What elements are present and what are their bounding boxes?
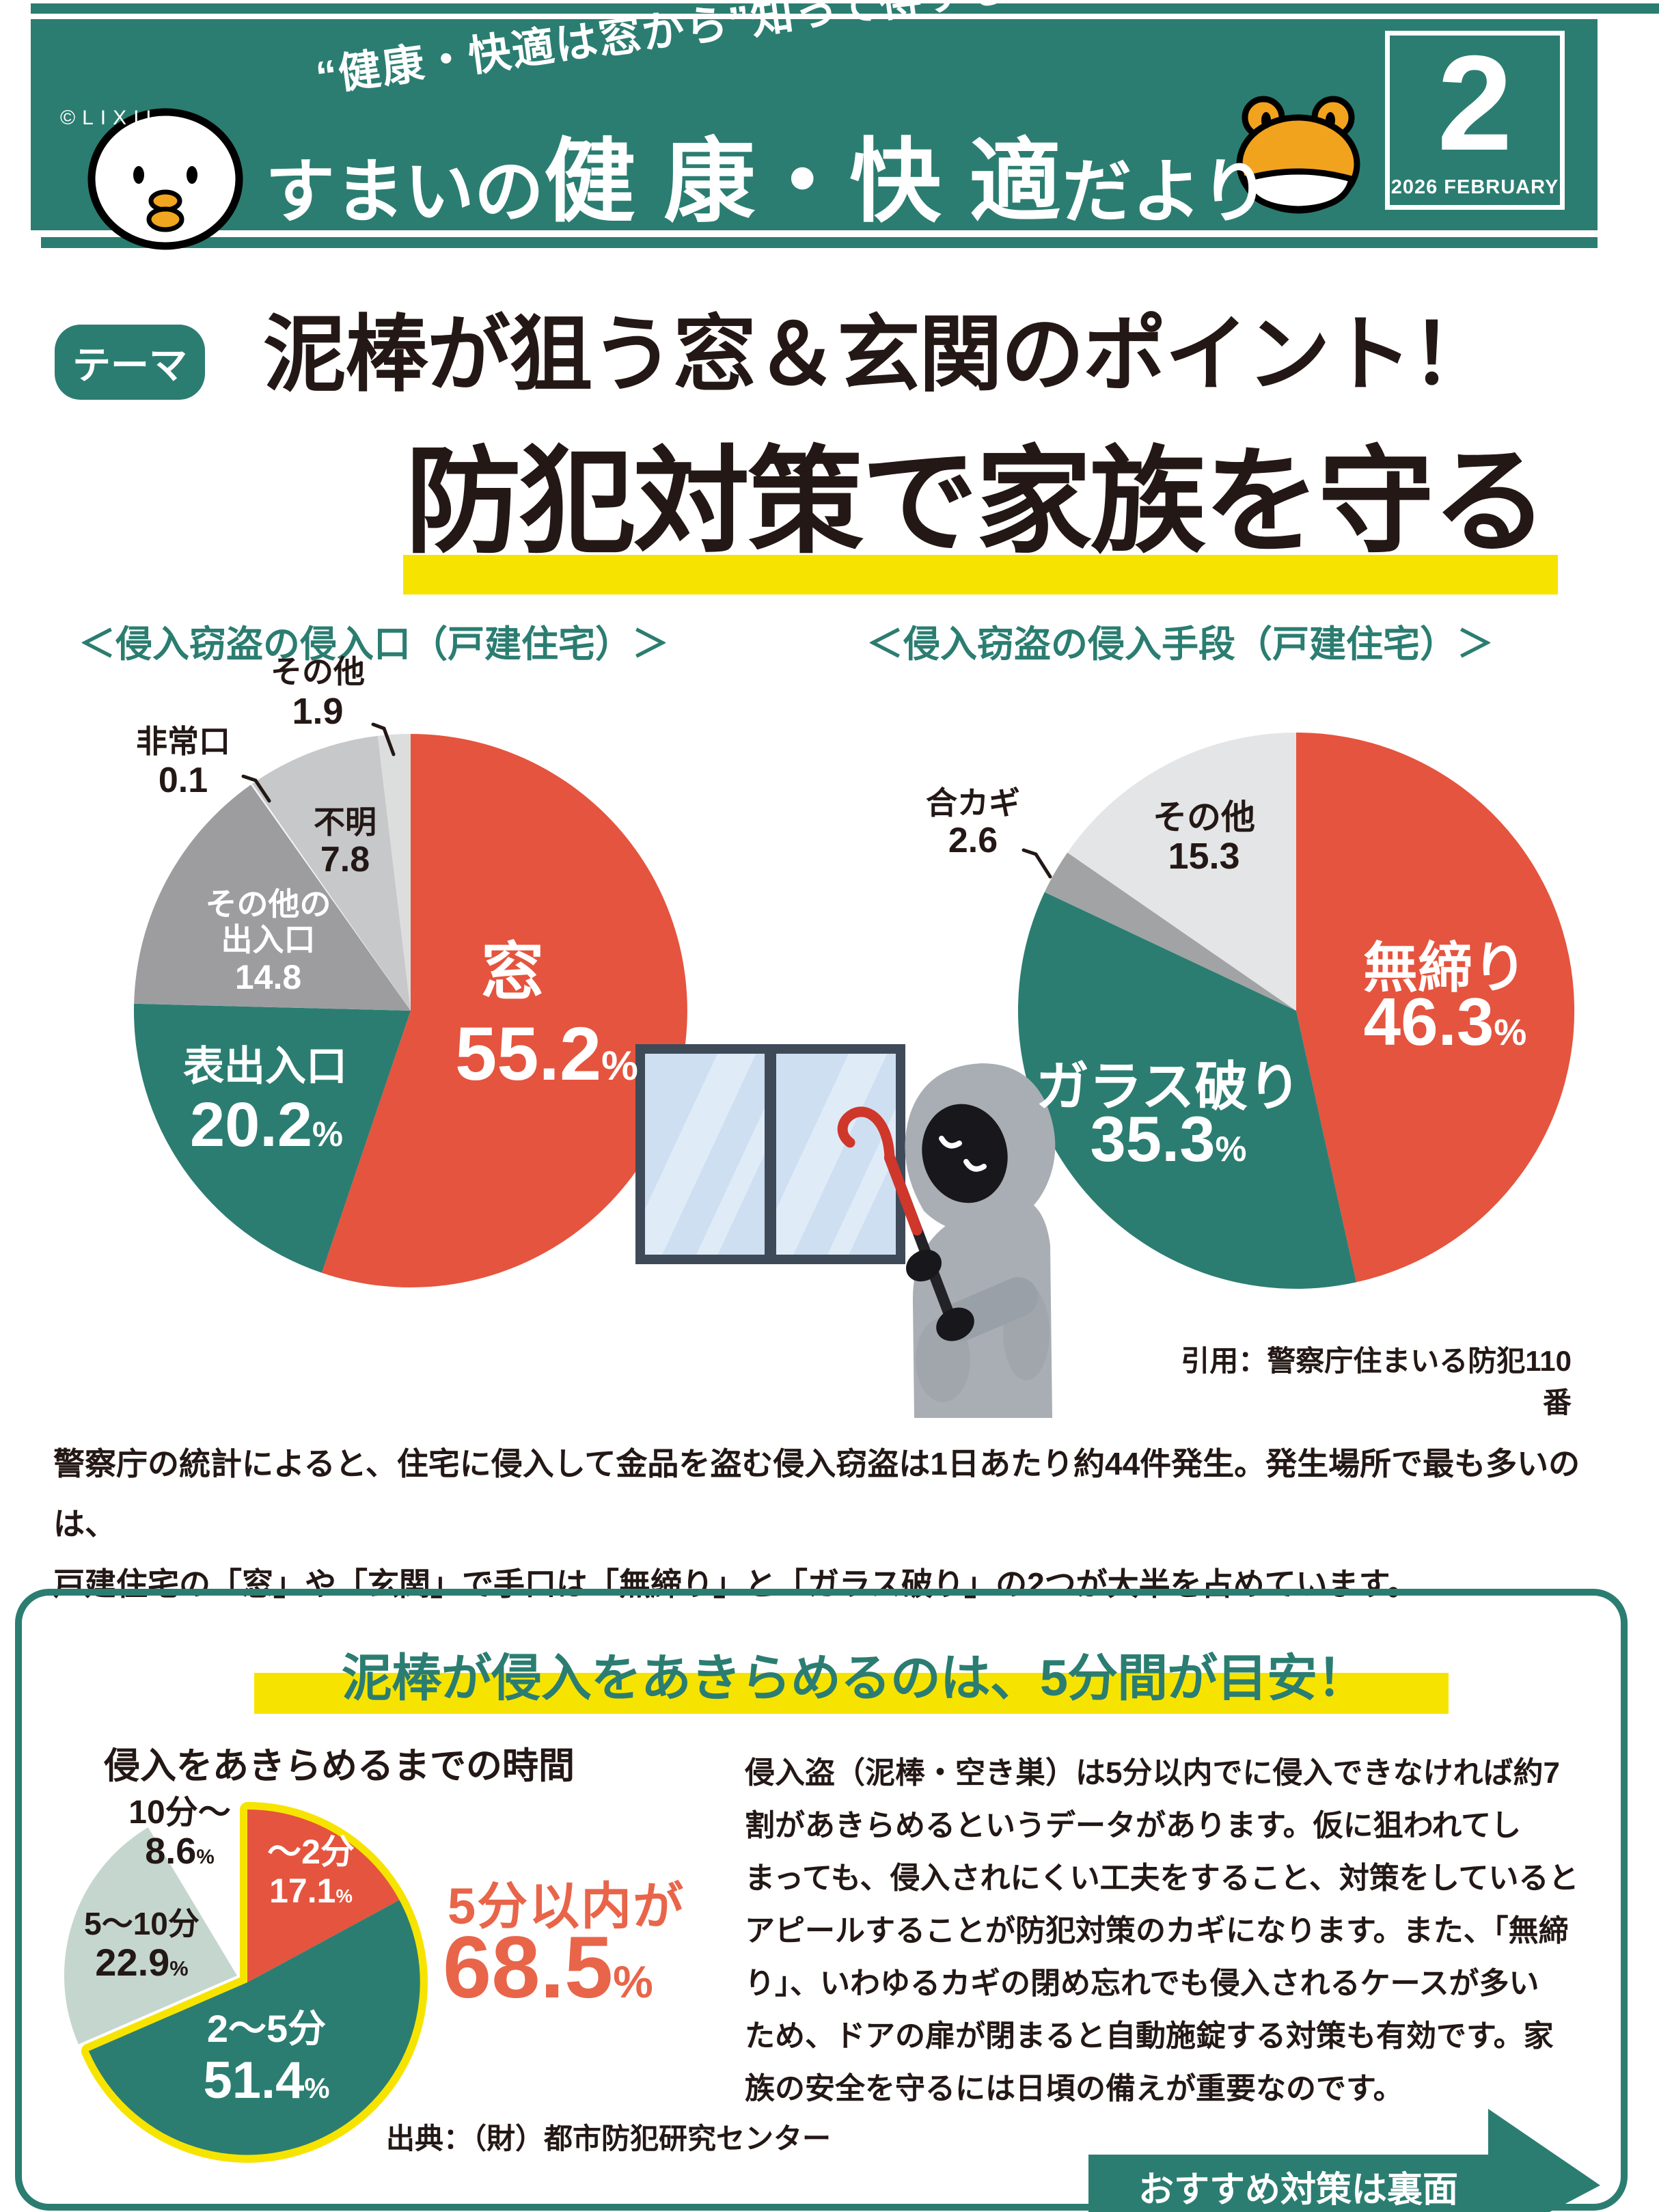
pie1-label-hijoguchi: 非常口 0.1 [136,724,230,800]
pie2-label-unlocked: 無締り [1363,938,1527,998]
cta-text: おすすめ対策は裏面へ！ [1138,2170,1458,2210]
pie3-source-citation: 出典：（財）都市防犯研究センター [386,2122,832,2155]
copyright: ©LIXIL [60,107,165,129]
issue-box [1385,31,1565,210]
section-title: 泥棒が侵入をあきらめるのは、5分間が目安！ [341,1650,1367,1706]
window-pane [776,1054,896,1255]
five-minute-section-box [15,1589,1628,2211]
newsletter-title-post: だより [1062,153,1270,232]
highlight-lead: 5分以内が [448,1878,685,1935]
pie1-label-window: 窓 [480,938,544,1007]
header-bottom-rule [41,237,1598,248]
pie2-label-glass-breaking: ガラス破り [1035,1056,1302,1117]
theme-title-line2: 防犯対策で家族を守る [405,437,1548,567]
theme-title-line1: 泥棒が狙う窓＆玄関のポイント！ [263,308,1494,401]
issue-number: 2 [1437,27,1513,178]
title-underline [403,555,1558,595]
section-title-highlight [254,1673,1449,1714]
header-top-rule [31,3,1659,14]
callout-hijoguchi [241,774,271,803]
five-minute-paragraph: 侵入盗（泥棒・空き巣）は5分以内でに侵入できなければ約7 割があきらめるというデ… [745,1756,1579,2105]
chart-title-entry-methods: ＜侵入窃盗の侵入手段（戸建住宅）＞ [866,624,1494,665]
lead-paragraph: 警察庁の統計によると、住宅に侵入して金品を盗む侵入窃盗は1日あたり約44件発生。… [53,1446,1580,1602]
chart-title-entry-points: ＜侵入窃盗の侵入口（戸建住宅）＞ [79,624,669,665]
pie1-value-front-door: 20.2% [189,1090,344,1160]
pie2-value-unlocked: 46.3% [1363,984,1527,1059]
pie1-label-front-door: 表出入口 [183,1043,347,1089]
pie2-label-duplicate-key: 合カギ 2.6 [926,785,1020,860]
pies-source-citation: 引用：警察庁住まいる防犯110番 [1181,1345,1572,1419]
pie1-label-sonota: その他 1.9 [271,654,365,732]
pie3-label-5-10min: 5～10分 22.9% [84,1906,200,1984]
pie2-label-other: その他 15.3 [1153,798,1255,877]
window-pane [645,1054,765,1255]
highlight-value: 68.5% [443,1919,653,2017]
theme-badge: テーマ [55,325,205,400]
pie3-label-2-5min: 2～5分 51.4% [203,2007,330,2109]
newsletter-title-main: 健 康・快 適 [544,131,1062,233]
pie3-label-under-2min: ～2分 17.1% [267,1833,355,1910]
pie2-value-glass-breaking: 35.3% [1090,1103,1247,1175]
pie1-label-fumei: 不明 7.8 [314,804,376,879]
newsletter-title: すまいの健 康・快 適だより [265,128,1270,233]
pie1-label-other-doors: その他の出入口 14.8 [205,886,331,997]
newsletter-title-pre: すまいの [265,153,544,232]
issue-month-label: 2026 FEBRUARY [1390,176,1559,198]
pie1-value-window: 55.2% [455,1012,638,1096]
pie3-title: 侵入をあきらめるまでの時間 [104,1746,575,1786]
pie3-label-over-10min: 10分～ 8.6% [128,1794,231,1872]
